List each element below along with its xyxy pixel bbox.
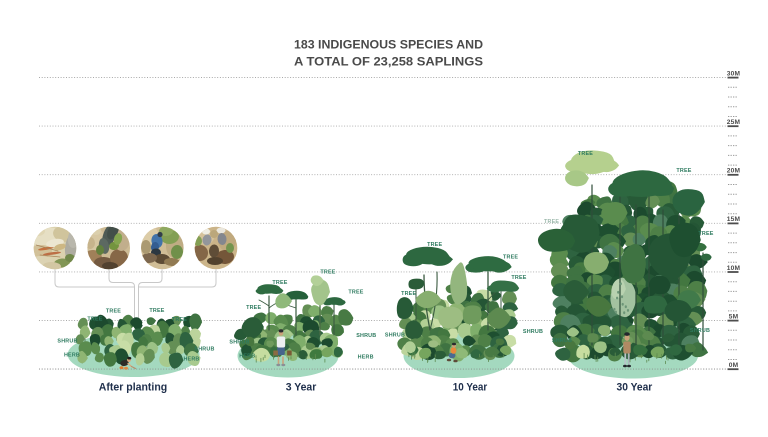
svg-text:TREE: TREE [106, 309, 121, 315]
svg-text:TREE: TREE [698, 231, 713, 237]
svg-text:20M: 20M [727, 168, 741, 175]
svg-text:TREE: TREE [246, 305, 261, 311]
svg-text:15M: 15M [727, 216, 741, 223]
svg-text:10 Year: 10 Year [453, 382, 488, 394]
svg-text:TREE: TREE [544, 219, 559, 225]
svg-text:SHRUB: SHRUB [194, 347, 214, 353]
svg-text:TREE: TREE [172, 317, 187, 323]
svg-text:A TOTAL OF 23,258 SAPLINGS: A TOTAL OF 23,258 SAPLINGS [294, 54, 483, 68]
svg-text:TREE: TREE [87, 317, 102, 323]
svg-text:HERB: HERB [358, 354, 374, 360]
svg-text:SHRUB: SHRUB [229, 340, 249, 346]
svg-text:SHRUB: SHRUB [356, 333, 376, 339]
svg-text:TREE: TREE [348, 290, 363, 296]
svg-text:TREE: TREE [401, 291, 416, 297]
svg-text:TREE: TREE [511, 275, 526, 281]
svg-text:HERB: HERB [64, 353, 80, 359]
svg-text:TREE: TREE [427, 242, 442, 248]
svg-text:5M: 5M [729, 313, 739, 320]
svg-text:TREE: TREE [578, 151, 593, 157]
svg-text:SHRUB: SHRUB [57, 339, 77, 345]
svg-text:183 INDIGENOUS SPECIES AND: 183 INDIGENOUS SPECIES AND [294, 37, 483, 51]
svg-text:SHRUB: SHRUB [690, 328, 710, 334]
svg-text:25M: 25M [727, 119, 741, 126]
svg-text:SHRUB: SHRUB [385, 333, 405, 339]
svg-text:TREE: TREE [149, 308, 164, 314]
svg-text:30 Year: 30 Year [617, 382, 654, 394]
svg-text:0M: 0M [729, 362, 739, 369]
svg-text:TREE: TREE [503, 255, 518, 261]
svg-text:TREE: TREE [272, 280, 287, 286]
svg-text:HERB: HERB [239, 353, 255, 359]
svg-text:TREE: TREE [676, 168, 691, 174]
svg-text:SHRUB: SHRUB [523, 329, 543, 335]
svg-text:HERB: HERB [183, 357, 199, 363]
svg-text:10M: 10M [727, 265, 741, 272]
svg-text:After planting: After planting [99, 382, 167, 394]
svg-text:30M: 30M [727, 70, 741, 77]
svg-text:3 Year: 3 Year [286, 382, 317, 394]
svg-text:SHRUB: SHRUB [552, 338, 572, 344]
svg-text:TREE: TREE [320, 270, 335, 276]
